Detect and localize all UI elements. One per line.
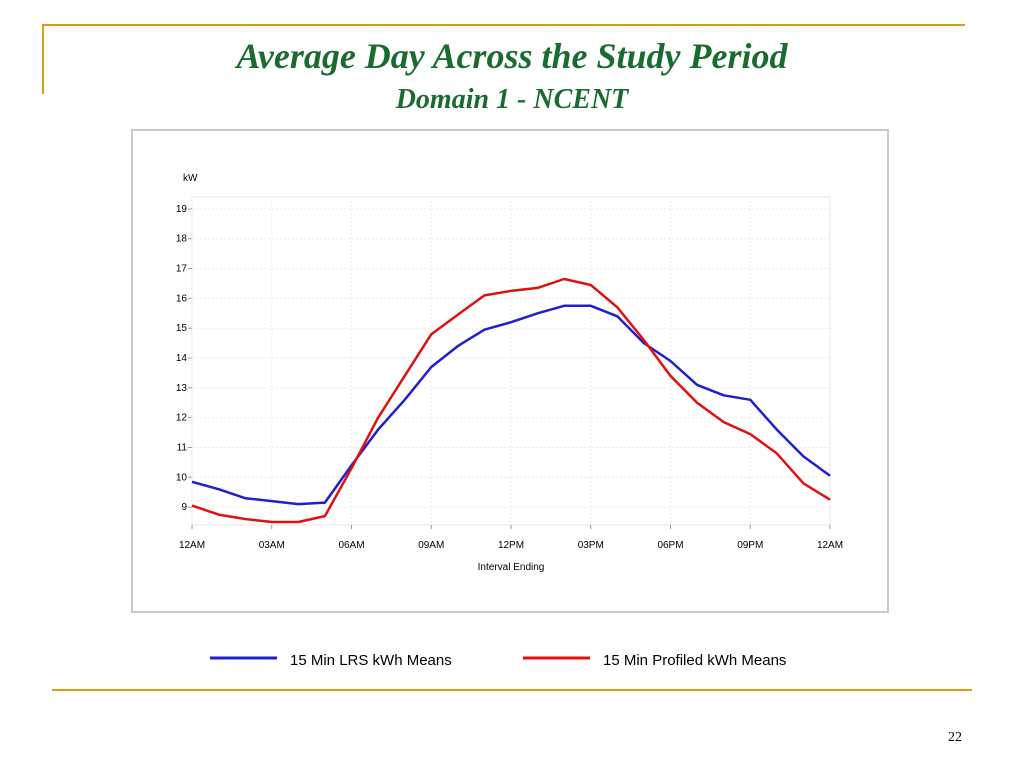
x-tick-label: 12PM xyxy=(498,540,524,551)
x-tick-label: 09PM xyxy=(737,540,763,551)
title: Average Day Across the Study Period xyxy=(235,36,789,76)
y-tick-label: 9 xyxy=(181,502,187,513)
y-tick-label: 18 xyxy=(176,234,188,245)
y-tick-label: 17 xyxy=(176,264,188,275)
y-tick-label: 12 xyxy=(176,413,188,424)
x-tick-label: 12AM xyxy=(179,540,205,551)
y-tick-label: 16 xyxy=(176,293,188,304)
subtitle: Domain 1 - NCENT xyxy=(395,84,630,115)
data-line xyxy=(191,277,831,524)
x-tick-label: 03AM xyxy=(259,540,285,551)
x-tick-label: 03PM xyxy=(578,540,604,551)
data-line xyxy=(191,304,831,506)
x-tick-label: 12AM xyxy=(817,540,843,551)
y-tick-label: 14 xyxy=(176,353,188,364)
y-tick-label: 13 xyxy=(176,383,188,394)
y-tick-label: 19 xyxy=(176,204,188,215)
x-tick-label: 06PM xyxy=(657,540,683,551)
x-tick-label: 09AM xyxy=(418,540,444,551)
y-tick-label: 10 xyxy=(176,472,188,483)
chart-frame xyxy=(131,129,889,613)
y-tick-label: 11 xyxy=(177,442,188,453)
x-axis-label: Interval Ending xyxy=(478,562,545,573)
y-axis-label: kW xyxy=(183,173,198,184)
x-tick-label: 06AM xyxy=(338,540,364,551)
page-number: 22 xyxy=(948,730,962,745)
legend-label: 15 Min LRS kWh Means xyxy=(290,652,452,669)
legend-label: 15 Min Profiled kWh Means xyxy=(603,652,786,669)
y-tick-label: 15 xyxy=(176,323,188,334)
